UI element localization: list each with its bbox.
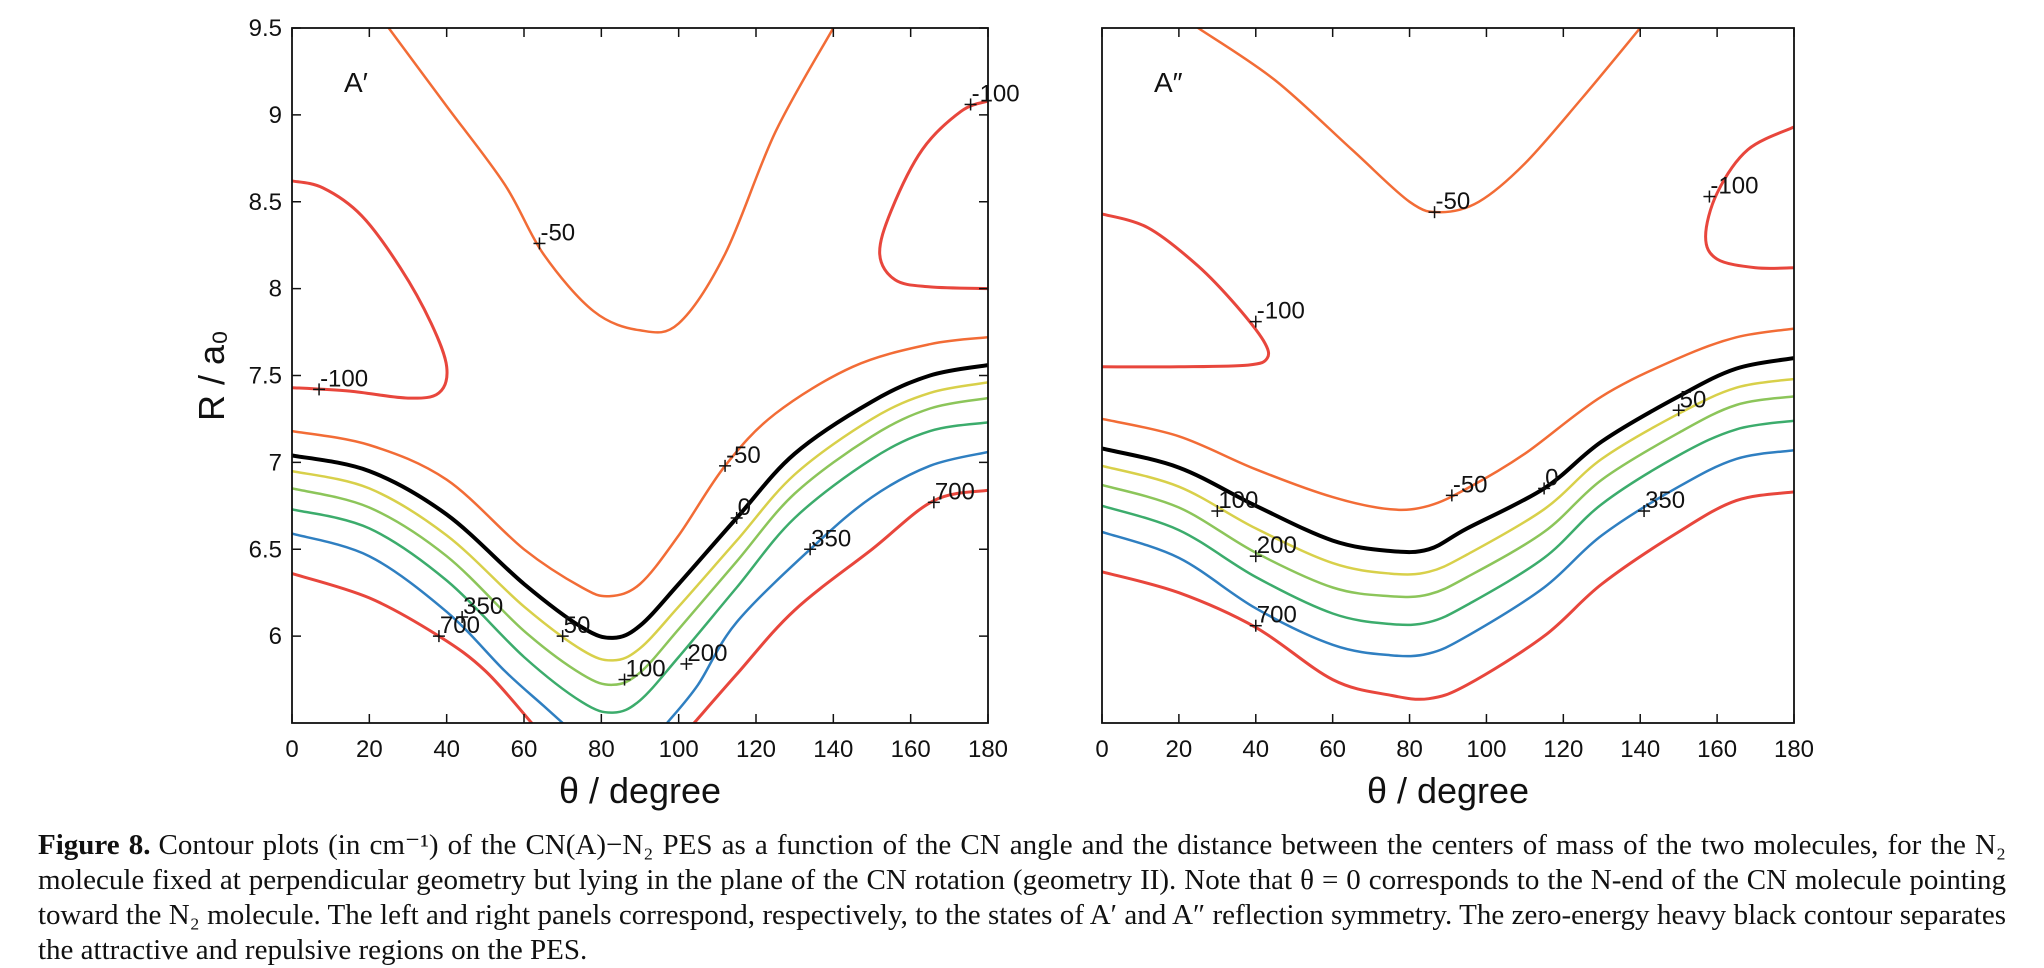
contour-line-50 bbox=[292, 381, 988, 662]
x-tick-label: 180 bbox=[968, 736, 1008, 763]
contour-line--50 bbox=[1102, 327, 1794, 512]
y-tick-label: 9 bbox=[269, 102, 282, 129]
y-tick-label: 8.5 bbox=[249, 189, 282, 216]
x-tick-label: 180 bbox=[1774, 736, 1814, 763]
x-tick-label: 60 bbox=[511, 736, 538, 763]
x-tick-label: 40 bbox=[1242, 736, 1269, 763]
contour-line-350 bbox=[1102, 448, 1794, 658]
x-tick-label: 100 bbox=[659, 736, 699, 763]
contour-label: 100 bbox=[1218, 487, 1258, 514]
x-axis-title: θ / degree bbox=[1367, 770, 1529, 811]
contour-label: 700 bbox=[935, 478, 975, 505]
contour-label: -100 bbox=[1257, 298, 1305, 325]
x-tick-label: 20 bbox=[356, 736, 383, 763]
x-tick-label: 120 bbox=[736, 736, 776, 763]
panel-label: A′ bbox=[344, 67, 368, 98]
contour-line--50 bbox=[387, 28, 835, 334]
contour-line--50 bbox=[292, 336, 988, 598]
plot-frame bbox=[1101, 27, 1795, 724]
y-tick-label: 6 bbox=[269, 623, 282, 650]
contour-line--100 bbox=[292, 179, 449, 400]
figure-caption-text: Contour plots (in cm⁻¹) of the CN(A)−N₂ … bbox=[38, 829, 2006, 966]
contour-line-0 bbox=[1102, 356, 1794, 555]
contour-line-200 bbox=[292, 421, 988, 714]
contour-line--50 bbox=[1196, 28, 1642, 214]
x-tick-label: 100 bbox=[1466, 736, 1506, 763]
x-tick-label: 160 bbox=[1697, 736, 1737, 763]
contour-label: 0 bbox=[1545, 464, 1558, 491]
contour-line-200 bbox=[1102, 419, 1794, 627]
contour-line--100 bbox=[1704, 125, 1794, 270]
x-tick-label: 80 bbox=[1396, 736, 1423, 763]
y-tick-label: 9.5 bbox=[249, 15, 282, 42]
contour-lines bbox=[1102, 28, 1794, 701]
contour-label: -100 bbox=[972, 80, 1020, 107]
x-tick-label: 60 bbox=[1319, 736, 1346, 763]
y-tick-label: 7.5 bbox=[249, 363, 282, 390]
x-tick-label: 140 bbox=[813, 736, 853, 763]
x-tick-label: 120 bbox=[1543, 736, 1583, 763]
figure-caption-label: Figure 8. bbox=[38, 829, 151, 861]
contour-line-0 bbox=[292, 363, 988, 640]
contour-label: 200 bbox=[1257, 532, 1297, 559]
x-tick-label: 140 bbox=[1620, 736, 1660, 763]
contour-label: 50 bbox=[1680, 386, 1707, 413]
plot-frame bbox=[291, 27, 989, 724]
contour-label: -50 bbox=[1436, 188, 1471, 215]
contour-label: 350 bbox=[811, 525, 851, 552]
contour-line--100 bbox=[1102, 212, 1271, 369]
contour-label: 350 bbox=[1645, 487, 1685, 514]
y-tick-label: 6.5 bbox=[249, 536, 282, 563]
figure-canvas: 0 20 40 60 80 100 120 140 160 180 6 6.5 7 7.5 8 8.5 9 9.5… bbox=[191, 15, 1814, 811]
y-axis-title: R / a₀ bbox=[191, 330, 232, 421]
contour-label: -100 bbox=[320, 365, 368, 392]
contour-label: 0 bbox=[738, 494, 751, 521]
x-tick-label: 0 bbox=[285, 736, 298, 763]
contour-label: -100 bbox=[1710, 173, 1758, 200]
contour-line-100 bbox=[1102, 395, 1794, 599]
x-tick-label: 20 bbox=[1166, 736, 1193, 763]
y-tick-label: 8 bbox=[269, 276, 282, 303]
contour-label: 700 bbox=[440, 612, 480, 639]
contour-label: -50 bbox=[540, 219, 575, 246]
contour-label: 200 bbox=[687, 640, 727, 667]
contour-label: 700 bbox=[1257, 602, 1297, 629]
left-contour-panel: 0 20 40 60 80 100 120 140 160 180 6 6.5 7 7.5 8 8.5 9 9.5… bbox=[191, 15, 1020, 811]
x-tick-label: 80 bbox=[588, 736, 615, 763]
contour-line-100 bbox=[292, 396, 988, 687]
y-tick-label: 7 bbox=[269, 449, 282, 476]
panel-label: A″ bbox=[1154, 67, 1183, 98]
x-axis-title: θ / degree bbox=[559, 770, 721, 811]
x-tick-label: 0 bbox=[1095, 736, 1108, 763]
contour-label: -50 bbox=[726, 442, 761, 469]
contour-line--100 bbox=[878, 99, 988, 291]
contour-label: 50 bbox=[564, 612, 591, 639]
right-contour-panel: 0 20 40 60 80 100 120 140 160 180 θ / degree A″ -50 -… bbox=[1095, 27, 1814, 811]
x-tick-label: 160 bbox=[891, 736, 931, 763]
contour-label: -50 bbox=[1453, 471, 1488, 498]
contour-line-350 bbox=[665, 450, 988, 723]
figure-caption: Figure 8. Contour plots (in cm⁻¹) of the … bbox=[38, 828, 2006, 968]
x-tick-label: 40 bbox=[433, 736, 460, 763]
contour-label: 350 bbox=[463, 593, 503, 620]
contour-label: 100 bbox=[626, 656, 666, 683]
contour-line-350 bbox=[292, 532, 564, 723]
contour-lines bbox=[292, 28, 988, 723]
contour-line-700 bbox=[1102, 490, 1794, 701]
